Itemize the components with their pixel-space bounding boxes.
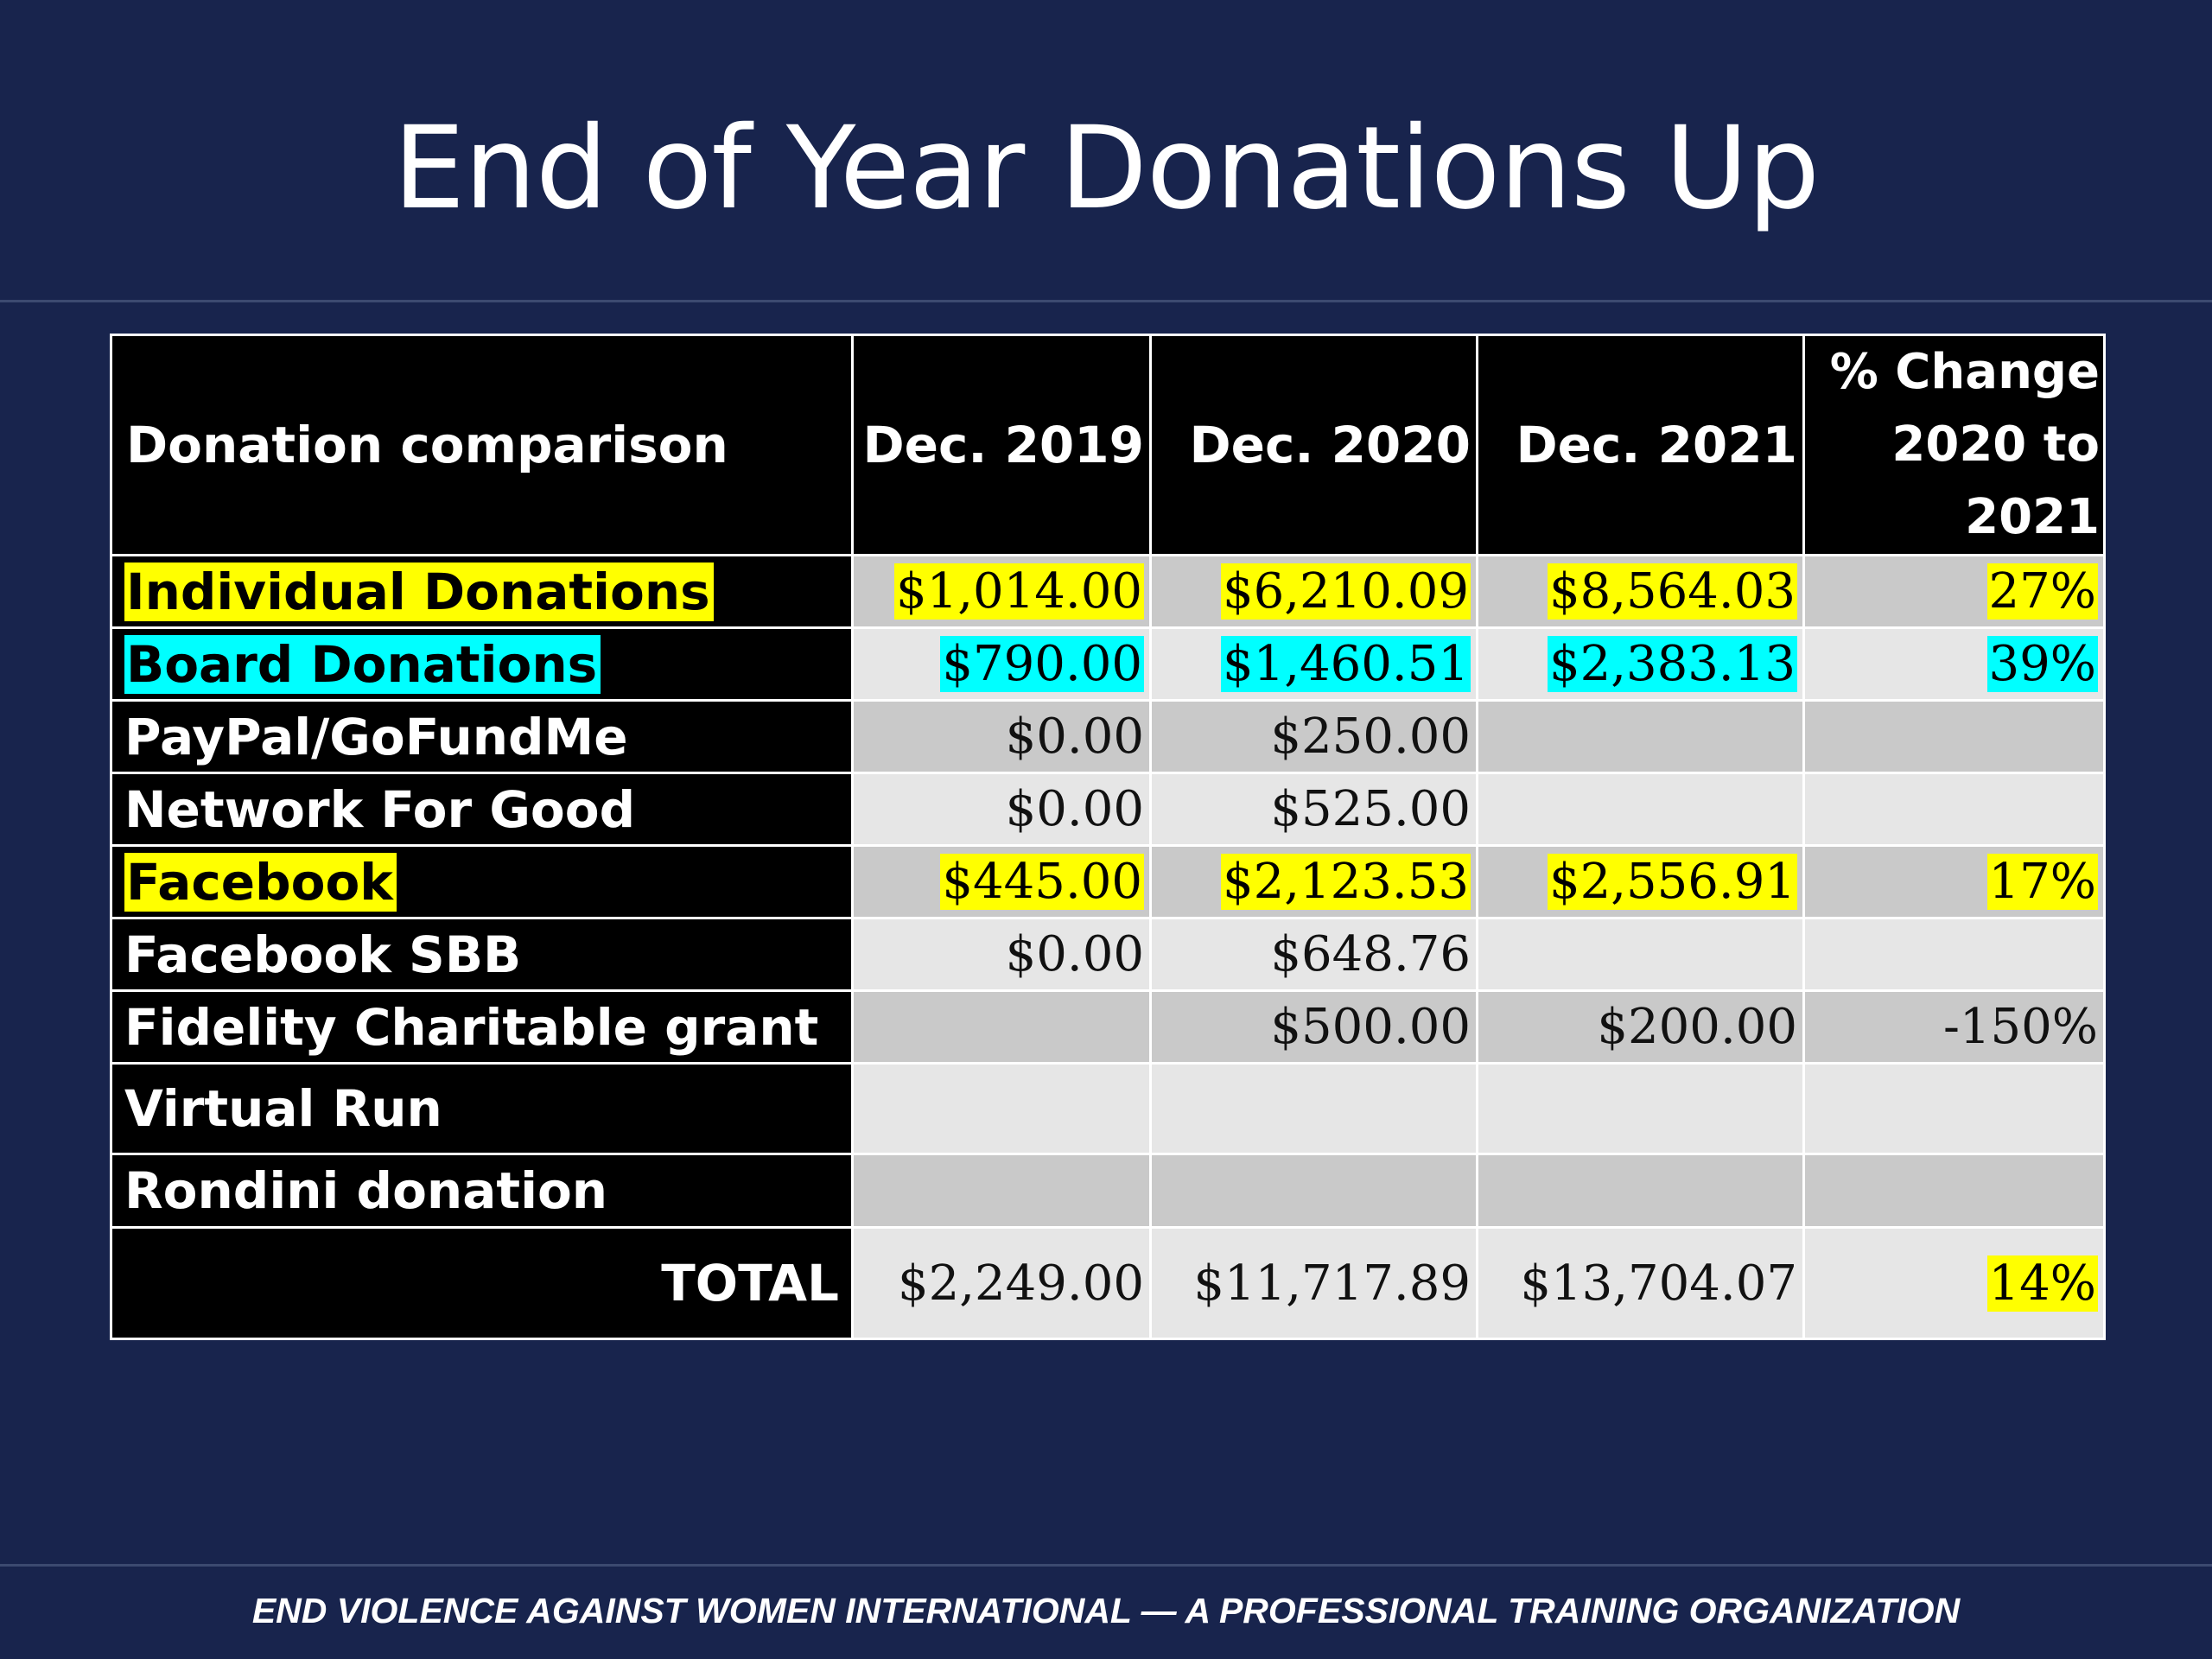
table-row: Network For Good $0.00 $525.00 [110,772,2106,847]
table-row: Facebook SBB $0.00 $648.76 [110,917,2106,992]
table-row: Fidelity Charitable grant $500.00 $200.0… [110,989,2106,1065]
table-row: Individual Donations $1,014.00 $6,210.09… [110,554,2106,629]
table-row: Board Donations $790.00 $1,460.51 $2,383… [110,626,2106,702]
cell-dec-2020: $525.00 [1149,772,1478,847]
donation-comparison-table: Donation comparison Dec. 2019 Dec. 2020 … [110,334,2106,1340]
cell-pct-change: 27% [1802,554,2106,629]
cell-dec-2021 [1476,699,1805,774]
value: $8,564.03 [1547,563,1797,620]
row-label: PayPal/GoFundMe [110,699,854,774]
value: 27% [1986,563,2098,620]
cell-dec-2020: $6,210.09 [1149,554,1478,629]
row-label-cell: Board Donations [110,626,854,702]
total-dec-2020: $11,717.89 [1149,1226,1478,1340]
value: $6,210.09 [1220,563,1471,620]
value: $2,123.53 [1220,854,1471,910]
cell-dec-2019 [851,1153,1152,1229]
cell-dec-2021 [1476,1153,1805,1229]
cell-dec-2020: $648.76 [1149,917,1478,992]
header-pct-line-3: 2021 [1965,489,2100,545]
row-label: Facebook [124,852,397,912]
cell-dec-2019: $0.00 [851,772,1152,847]
cell-dec-2019: $0.00 [851,699,1152,774]
value: 39% [1986,636,2098,692]
cell-dec-2021: $2,383.13 [1476,626,1805,702]
slide-footer: END VIOLENCE AGAINST WOMEN INTERNATIONAL… [251,1591,1961,1630]
total-dec-2021: $13,704.07 [1476,1226,1805,1340]
cell-dec-2020: $2,123.53 [1149,844,1478,919]
header-donation-comparison: Donation comparison [110,334,854,556]
slide-title: End of Year Donations Up [392,102,1820,235]
row-label: Network For Good [110,772,854,847]
value: $2,383.13 [1547,636,1797,692]
cell-dec-2020: $250.00 [1149,699,1478,774]
cell-dec-2019: $790.00 [851,626,1152,702]
value: $1,460.51 [1220,636,1471,692]
row-label: Board Donations [124,634,601,694]
cell-dec-2019 [851,1062,1152,1155]
row-label-cell: Facebook [110,844,854,919]
header-pct-line-1: % Change [1829,344,2100,400]
header-dec-2020: Dec. 2020 [1149,334,1478,556]
header-dec-2021: Dec. 2021 [1476,334,1805,556]
footer-divider [0,1564,2212,1567]
total-pct-change: 14% [1986,1255,2098,1312]
cell-pct-change: 39% [1802,626,2106,702]
row-label: Facebook SBB [110,917,854,992]
table-header-row: Donation comparison Dec. 2019 Dec. 2020 … [110,334,2106,556]
cell-dec-2021: $8,564.03 [1476,554,1805,629]
title-divider [0,300,2212,302]
cell-dec-2020 [1149,1153,1478,1229]
cell-dec-2019: $445.00 [851,844,1152,919]
cell-dec-2020: $500.00 [1149,989,1478,1065]
header-pct-change: % Change 2020 to 2021 [1802,334,2106,556]
table-row: PayPal/GoFundMe $0.00 $250.00 [110,699,2106,774]
cell-dec-2021 [1476,772,1805,847]
value: $790.00 [940,636,1144,692]
cell-dec-2021 [1476,917,1805,992]
header-dec-2019: Dec. 2019 [851,334,1152,556]
cell-dec-2021: $2,556.91 [1476,844,1805,919]
total-row: TOTAL $2,249.00 $11,717.89 $13,704.07 14… [110,1226,2106,1340]
cell-dec-2019 [851,989,1152,1065]
cell-pct-change: 17% [1802,844,2106,919]
value: $2,556.91 [1547,854,1797,910]
row-label: Fidelity Charitable grant [110,989,854,1065]
total-label: TOTAL [110,1226,854,1340]
cell-pct-change: -150% [1802,989,2106,1065]
value: 17% [1986,854,2098,910]
total-dec-2019: $2,249.00 [851,1226,1152,1340]
row-label: Individual Donations [124,562,714,621]
table-row: Virtual Run [110,1062,2106,1155]
cell-dec-2019: $0.00 [851,917,1152,992]
cell-pct-change [1802,1153,2106,1229]
cell-dec-2019: $1,014.00 [851,554,1152,629]
total-pct-change-cell: 14% [1802,1226,2106,1340]
row-label: Rondini donation [110,1153,854,1229]
value: $445.00 [940,854,1144,910]
value: $1,014.00 [893,563,1144,620]
cell-dec-2021 [1476,1062,1805,1155]
cell-pct-change [1802,917,2106,992]
cell-pct-change [1802,772,2106,847]
cell-pct-change [1802,699,2106,774]
row-label-cell: Individual Donations [110,554,854,629]
table-row: Rondini donation [110,1153,2106,1229]
row-label: Virtual Run [110,1062,854,1155]
header-pct-line-2: 2020 to [1891,416,2100,473]
cell-dec-2020 [1149,1062,1478,1155]
table-row: Facebook $445.00 $2,123.53 $2,556.91 17% [110,844,2106,919]
cell-dec-2020: $1,460.51 [1149,626,1478,702]
cell-pct-change [1802,1062,2106,1155]
cell-dec-2021: $200.00 [1476,989,1805,1065]
